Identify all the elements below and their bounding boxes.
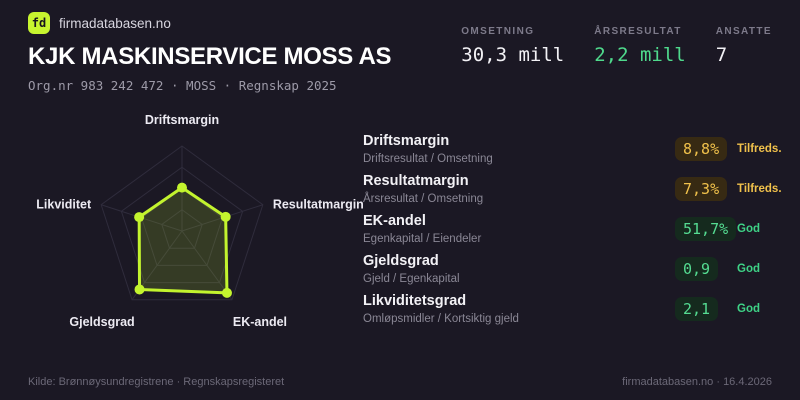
metric-name: Resultatmargin [363, 173, 469, 189]
metric-value-badge: 51,7% [675, 217, 737, 241]
metric-row: Likviditetsgrad Omløpsmidler / Kortsikti… [363, 293, 783, 326]
radar-data-point [134, 284, 145, 295]
radar-svg: Driftsmargin Resultatmargin EK-andel Gjelds… [36, 113, 364, 329]
radar-grid-ring [100, 145, 264, 301]
metric-value-badge: 2,1 [675, 297, 719, 321]
radar-data-point [221, 287, 232, 298]
metric-row: Resultatmargin Årsresultat / Omsetning 7… [363, 173, 783, 206]
metric-name: EK-andel [363, 213, 426, 229]
stat-value: 7 [715, 44, 728, 66]
metric-status-label: Tilfreds. [737, 183, 782, 195]
brand-site-link[interactable]: firmadatabasen.no [59, 15, 171, 31]
radar-axis-label: EK-andel [233, 315, 287, 329]
radar-data-point [220, 211, 231, 222]
footer-source: Kilde: Brønnøysundregistrene · Regnskaps… [28, 376, 285, 388]
stats: OMSETNING 30,3 mill ÅRSRESULTAT 2,2 mill… [461, 26, 772, 66]
metric-status-label: God [737, 263, 760, 275]
metric-row: Driftsmargin Driftsresultat / Omsetning … [363, 133, 783, 166]
radar-axis-label: Likviditet [36, 198, 92, 212]
header: fd firmadatabasen.no KJK MASKINSERVICE M… [28, 12, 392, 93]
metric-status-label: God [737, 303, 760, 315]
footer-site-link[interactable]: firmadatabasen.no · 16.4.2026 [622, 376, 772, 388]
stat-label: ÅRSRESULTAT [594, 26, 682, 37]
metric-value-badge: 7,3% [675, 177, 728, 201]
metric-formula: Årsresultat / Omsetning [363, 193, 484, 205]
stat-label: ANSATTE [715, 26, 772, 37]
stat-item: ANSATTE 7 [716, 26, 772, 66]
metrics-panel: Driftsmargin Driftsresultat / Omsetning … [363, 134, 783, 334]
metric-formula: Omløpsmidler / Kortsiktig gjeld [363, 313, 519, 325]
radar-chart: Driftsmargin Resultatmargin EK-andel Gjelds… [0, 84, 364, 374]
metric-formula: Driftsresultat / Omsetning [363, 153, 493, 165]
radar-grid-ring [120, 166, 244, 284]
stat-item: ÅRSRESULTAT 2,2 mill [594, 26, 686, 66]
metric-row: EK-andel Egenkapital / Eiendeler 51,7% G… [363, 213, 783, 246]
metric-name: Driftsmargin [363, 133, 450, 149]
metric-name: Likviditetsgrad [363, 293, 467, 309]
radar-axis-label: Gjeldsgrad [69, 315, 134, 329]
metric-value-badge: 8,8% [675, 137, 728, 161]
brand-logo-icon: fd [28, 12, 50, 34]
metric-status-label: God [737, 223, 760, 235]
radar-grid-ring [161, 209, 203, 249]
company-subtitle: Org.nr 983 242 472 · MOSS · Regnskap 202… [28, 78, 337, 93]
radar-data-polygon [137, 186, 229, 295]
metric-formula: Gjeld / Egenkapital [363, 273, 460, 285]
page-title: KJK MASKINSERVICE MOSS AS [28, 43, 392, 70]
metric-status-label: Tilfreds. [737, 143, 782, 155]
metric-formula: Egenkapital / Eiendeler [363, 233, 482, 245]
stat-item: OMSETNING 30,3 mill [461, 26, 564, 66]
radar-grid-ring [140, 187, 224, 266]
radar-axis-label: Resultatmargin [273, 198, 364, 212]
metric-name: Gjeldsgrad [363, 253, 439, 269]
brand: fd firmadatabasen.no [28, 12, 391, 34]
metric-row: Gjeldsgrad Gjeld / Egenkapital 0,9 God [363, 253, 783, 286]
stat-value: 30,3 mill [461, 44, 565, 66]
radar-data-point [177, 182, 187, 193]
stat-label: OMSETNING [461, 26, 535, 37]
radar-spoke [181, 230, 233, 301]
radar-data-point [134, 212, 145, 223]
metric-value-badge: 0,9 [675, 257, 719, 281]
stat-value: 2,2 mill [594, 44, 686, 66]
radar-axis-label: Driftsmargin [145, 113, 219, 127]
